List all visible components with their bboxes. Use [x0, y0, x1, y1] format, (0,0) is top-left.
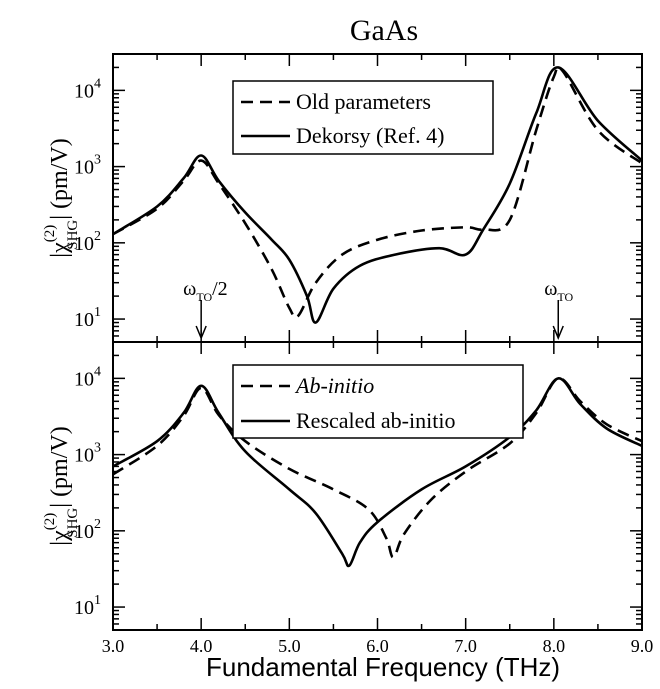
x-tick-label: 9.0: [631, 636, 654, 656]
top-legend-label-old: Old parameters: [296, 89, 431, 114]
top-legend: Old parameters Dekorsy (Ref. 4): [232, 80, 494, 155]
y-tick-exp: 2: [94, 517, 101, 532]
top-curves: [112, 65, 643, 324]
y-tick-label: 101: [74, 305, 101, 331]
y-tick-exp: 4: [94, 364, 101, 379]
y-tick-label: 102: [74, 517, 101, 543]
annotation-omega: ω: [183, 278, 196, 300]
top-legend-box: [232, 80, 494, 155]
bottom-y-label-prefix: |χ: [47, 530, 73, 546]
bottom-legend: Ab-initio Rescaled ab-initio: [232, 364, 524, 439]
x-tick-label: 4.0: [190, 636, 213, 656]
y-tick-base: 10: [74, 368, 94, 390]
top-y-axis-label: |χ(2) SHG| (pm/V): [42, 138, 81, 257]
annotation-label: ωTO: [544, 278, 573, 304]
y-tick-base: 10: [74, 309, 94, 331]
y-tick-label: 102: [74, 229, 101, 255]
y-tick-base: 10: [74, 157, 94, 179]
y-tick-exp: 3: [94, 441, 101, 456]
bottom-legend-label-rescaled-text: Rescaled ab-initio: [296, 408, 455, 433]
y-tick-label: 103: [74, 153, 101, 179]
annotation-arrow-head: [552, 325, 564, 340]
x-axis-label: Fundamental Frequency (THz): [206, 652, 560, 682]
y-tick-exp: 4: [94, 76, 101, 91]
x-tick-label: 5.0: [278, 636, 301, 656]
annotation-tail: /2: [212, 278, 228, 300]
x-tick-label: 8.0: [543, 636, 566, 656]
y-tick-base: 10: [74, 597, 94, 619]
bottom-y-label-suffix: | (pm/V): [47, 426, 73, 507]
y-tick-label: 104: [74, 76, 101, 102]
bottom-series-solid-line: [112, 377, 643, 568]
y-tick-exp: 1: [94, 593, 101, 608]
annotation-label: ωTO/2: [183, 278, 228, 304]
top-y-label-sup: (2): [42, 225, 58, 243]
top-annotations: ωTO/2 ωTO: [183, 278, 574, 340]
top-y-label-prefix: |χ: [47, 242, 73, 258]
bottom-y-label-sup: (2): [42, 513, 58, 531]
y-tick-base: 10: [74, 521, 94, 543]
x-tick-label: 7.0: [454, 636, 477, 656]
top-series-dashed-line: [112, 65, 643, 319]
annotation-arrow-head: [195, 325, 207, 340]
y-tick-exp: 1: [94, 305, 101, 320]
bottom-x-ticks: 3.0 4.0 5.0 6.0 7.0 8.0 9.0: [102, 342, 654, 656]
bottom-y-axis-label: |χ(2) SHG| (pm/V): [42, 426, 81, 545]
y-tick-label: 103: [74, 441, 101, 467]
annotation-omega: ω: [544, 278, 557, 300]
y-tick-base: 10: [74, 445, 94, 467]
top-series-solid-line: [112, 66, 643, 324]
x-tick-label: 6.0: [366, 636, 389, 656]
bottom-curves: [112, 377, 643, 568]
y-tick-exp: 2: [94, 229, 101, 244]
y-tick-label: 104: [74, 364, 101, 390]
y-tick-base: 10: [74, 80, 94, 102]
top-legend-label-dekorsy: Dekorsy (Ref. 4): [296, 123, 444, 148]
annotation-sub: TO: [557, 290, 573, 304]
top-y-label-suffix: | (pm/V): [47, 138, 73, 219]
bottom-legend-box: [232, 364, 524, 439]
y-tick-label: 101: [74, 593, 101, 619]
x-tick-label: 3.0: [102, 636, 125, 656]
figure-title: GaAs: [350, 14, 418, 47]
bottom-legend-label-abinitio: Ab-initio: [294, 373, 374, 398]
top-y-label-sub: SHG: [65, 220, 81, 250]
y-tick-exp: 3: [94, 153, 101, 168]
bottom-y-label-sub: SHG: [65, 508, 81, 538]
y-tick-base: 10: [74, 233, 94, 255]
annotation-sub: TO: [196, 290, 212, 304]
bottom-legend-label-rescaled: Rescaled ab-initio: [296, 408, 455, 433]
